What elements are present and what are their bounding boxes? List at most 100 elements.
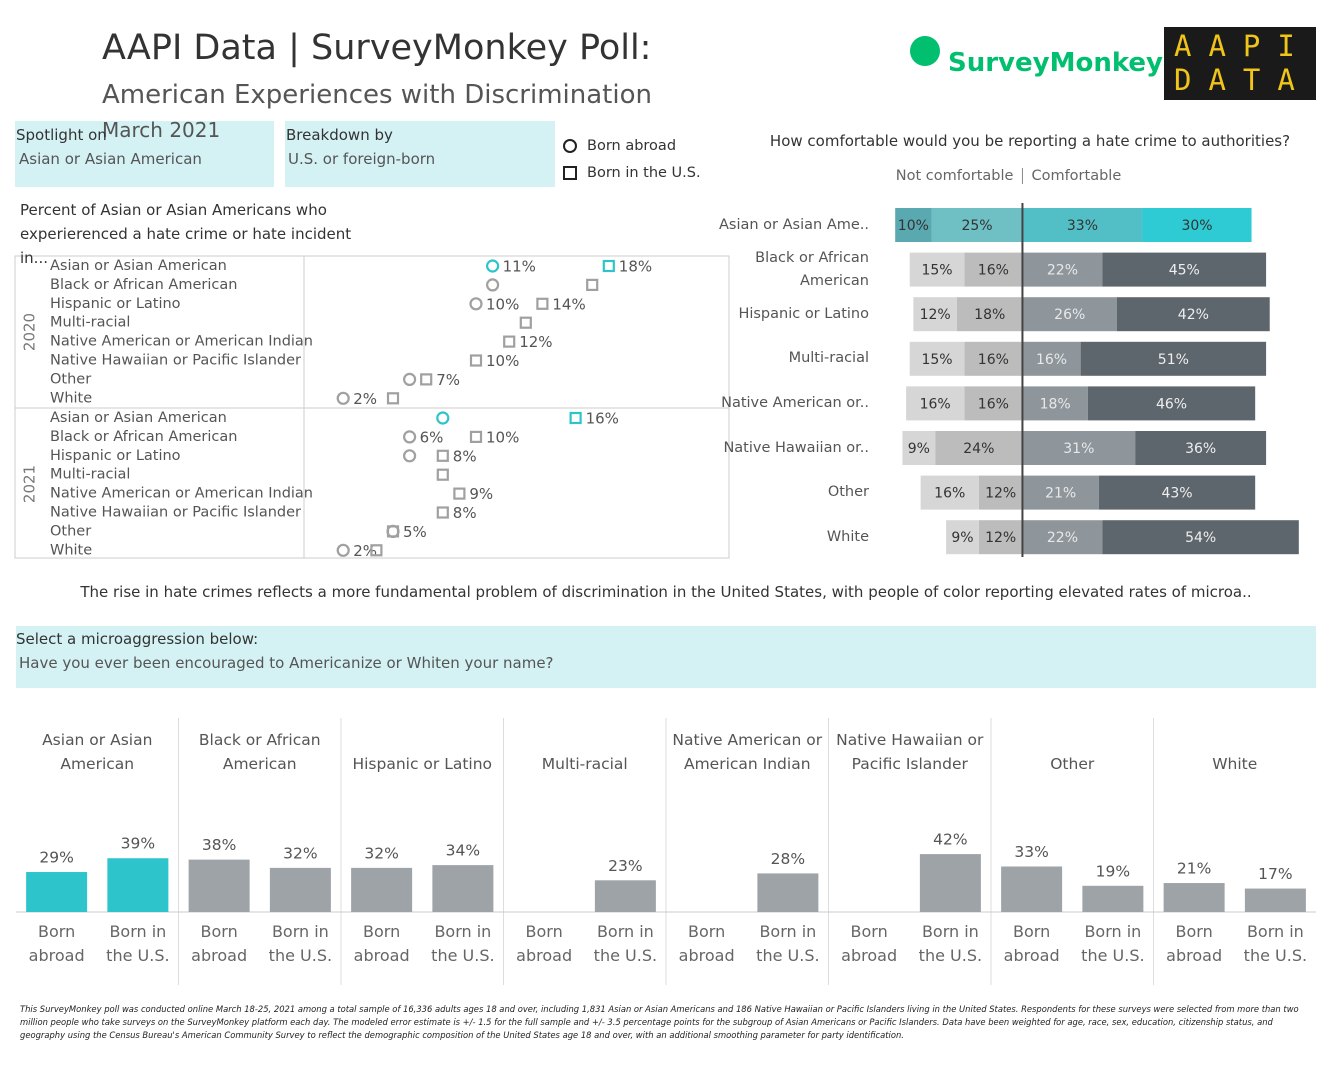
bar-segment <box>931 208 1023 242</box>
data-label: 9% <box>469 485 493 503</box>
dot-circle <box>486 259 500 273</box>
data-label: 12% <box>920 307 951 323</box>
panel-header: Native Hawaiian or Pacific Islander <box>836 731 984 773</box>
data-label: 33% <box>1014 843 1048 861</box>
filter-box[interactable] <box>15 121 274 187</box>
data-label: 36% <box>1185 441 1216 457</box>
bar <box>1001 866 1063 912</box>
axis-label: Comfortable <box>1031 168 1121 184</box>
bar-segment <box>1022 297 1117 332</box>
filter-box[interactable] <box>285 121 555 187</box>
logo-surveymonkey: SurveyMonkey <box>948 48 1164 78</box>
row-label: Black or African American <box>50 277 237 293</box>
bar-segment <box>1022 208 1143 242</box>
data-label: 22% <box>1047 263 1078 279</box>
data-label: 18% <box>974 307 1005 323</box>
data-label: 21% <box>1177 860 1211 878</box>
bar <box>432 865 494 912</box>
legend-label: Born in the U.S. <box>587 165 701 181</box>
panel-header: Multi-racial <box>541 755 628 773</box>
data-label: 10% <box>486 352 519 370</box>
x-tick-label: Born in the U.S. <box>431 922 495 965</box>
data-label: 9% <box>908 441 930 457</box>
data-label: 21% <box>1045 486 1076 502</box>
filter-box[interactable] <box>16 626 1316 688</box>
data-label: 30% <box>1181 218 1212 234</box>
data-label: 28% <box>771 850 805 868</box>
bar-segment <box>1080 341 1267 376</box>
axis-label: Not comfortable <box>896 168 1014 184</box>
dot-square <box>569 411 582 425</box>
dot-square <box>469 354 483 367</box>
panel-label: 2020 <box>21 313 39 351</box>
bar <box>1082 885 1144 912</box>
dot-square <box>420 373 433 386</box>
bar-segment <box>1098 475 1256 510</box>
row-label: White <box>826 528 869 545</box>
data-label: 51% <box>1158 352 1189 368</box>
panel-header: White <box>1212 755 1258 773</box>
dot-square <box>386 525 400 538</box>
bar <box>1163 883 1225 912</box>
data-label: 10% <box>898 218 929 234</box>
filter-value[interactable]: U.S. or foreign-born <box>288 150 436 168</box>
dot-square <box>436 449 449 462</box>
data-label: 34% <box>446 842 480 860</box>
bar-segment <box>1022 431 1136 465</box>
data-label: 5% <box>403 523 427 541</box>
dot-square <box>536 297 549 310</box>
bar-segment <box>920 475 979 510</box>
dot-circle <box>486 278 500 292</box>
data-label: 17% <box>1258 865 1292 883</box>
data-label: 16% <box>586 410 619 428</box>
row-label: Native American or.. <box>721 394 869 411</box>
panel-header: Other <box>1050 755 1095 773</box>
x-tick-label: Born abroad <box>516 922 573 965</box>
filter-value[interactable]: Have you ever been encouraged to America… <box>19 654 554 672</box>
bar-segment <box>935 431 1023 465</box>
bar-segment <box>978 520 1023 555</box>
data-label: 32% <box>283 844 317 862</box>
bar-segment <box>1102 520 1299 555</box>
dot-square <box>370 544 383 557</box>
dot-square <box>386 392 400 405</box>
data-label: 2% <box>353 390 377 408</box>
data-label: 14% <box>552 295 585 313</box>
data-label: 8% <box>453 504 477 522</box>
filter-value[interactable]: Asian or Asian American <box>19 150 202 168</box>
data-label: 11% <box>503 258 536 276</box>
dot-circle <box>336 543 350 557</box>
x-tick-label: Born in the U.S. <box>1081 922 1145 965</box>
dot-circle <box>403 449 417 463</box>
row-label: Other <box>50 523 91 539</box>
panel-header: Hispanic or Latino <box>352 755 493 773</box>
data-label: 16% <box>934 486 965 502</box>
bar <box>107 858 169 912</box>
bar-segment <box>964 341 1023 376</box>
row-label: Native Hawaiian or Pacific Islander <box>50 353 301 369</box>
data-label: 42% <box>933 831 967 849</box>
row-label: Multi-racial <box>50 467 130 483</box>
data-label: 6% <box>420 428 444 446</box>
row-label: White <box>50 542 92 558</box>
row-label: Black or African American <box>50 429 237 445</box>
x-tick-label: Born abroad <box>841 922 898 965</box>
data-label: 16% <box>978 396 1009 412</box>
bar-segment <box>1022 520 1103 555</box>
data-label: 18% <box>1040 396 1071 412</box>
data-label: 26% <box>1054 307 1085 323</box>
data-label: 39% <box>121 835 155 853</box>
row-label: Other <box>50 371 91 387</box>
dot-circle <box>469 297 483 311</box>
dot-square <box>602 259 615 273</box>
footnote: This SurveyMonkey poll was conducted onl… <box>20 1004 1299 1040</box>
data-label: 33% <box>1067 218 1098 234</box>
bar-segment <box>1022 475 1099 510</box>
panel-header: Black or African American <box>198 731 321 773</box>
bar <box>919 854 981 912</box>
dot-square <box>469 430 483 443</box>
dot-circle <box>336 391 350 405</box>
bar <box>594 880 656 912</box>
bar <box>757 873 819 912</box>
